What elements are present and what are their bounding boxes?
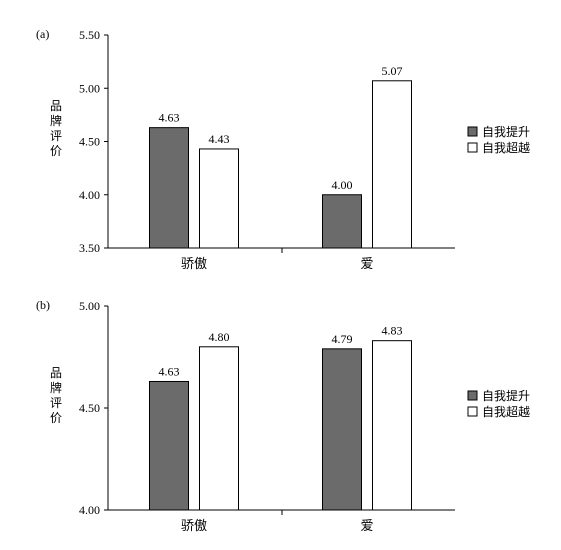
x-tick-label: 爱 xyxy=(360,518,373,533)
legend-swatch xyxy=(467,390,478,401)
legend-label: 自我提升 xyxy=(482,388,530,403)
y-tick-label: 3.50 xyxy=(79,241,100,255)
y-axis-label: 品牌评价 xyxy=(50,99,62,158)
data-label: 4.00 xyxy=(332,178,353,192)
legend-swatch xyxy=(467,126,478,137)
y-tick-label: 4.00 xyxy=(79,188,100,202)
x-tick-label: 爱 xyxy=(360,256,373,271)
legend-label: 自我提升 xyxy=(482,124,530,139)
legend-swatch xyxy=(467,406,478,417)
y-tick-label: 4.50 xyxy=(79,135,100,149)
data-label: 4.63 xyxy=(159,364,180,378)
bar xyxy=(322,348,362,511)
panel-label: (b) xyxy=(36,298,50,312)
y-tick-label: 5.00 xyxy=(79,81,100,95)
bar xyxy=(322,194,362,249)
panel-label: (a) xyxy=(36,27,49,41)
data-label: 5.07 xyxy=(382,64,403,78)
y-tick-label: 5.50 xyxy=(79,28,100,42)
data-label: 4.80 xyxy=(209,330,230,344)
bar xyxy=(372,80,412,249)
data-label: 4.79 xyxy=(332,332,353,346)
legend-label: 自我超越 xyxy=(482,140,530,155)
bar xyxy=(149,127,189,249)
data-label: 4.63 xyxy=(159,111,180,125)
data-label: 4.43 xyxy=(209,132,230,146)
y-axis-label: 品牌评价 xyxy=(50,366,62,425)
x-tick-label: 骄傲 xyxy=(181,518,207,533)
legend-swatch xyxy=(467,142,478,153)
y-tick-label: 4.50 xyxy=(79,401,100,415)
y-tick-label: 4.00 xyxy=(79,503,100,517)
bar xyxy=(149,380,189,511)
data-label: 4.83 xyxy=(382,324,403,338)
x-tick-label: 骄傲 xyxy=(181,256,207,271)
bar xyxy=(199,148,239,249)
bar xyxy=(372,340,412,511)
bar xyxy=(199,346,239,511)
legend-label: 自我超越 xyxy=(482,404,530,419)
y-tick-label: 5.00 xyxy=(79,299,100,313)
